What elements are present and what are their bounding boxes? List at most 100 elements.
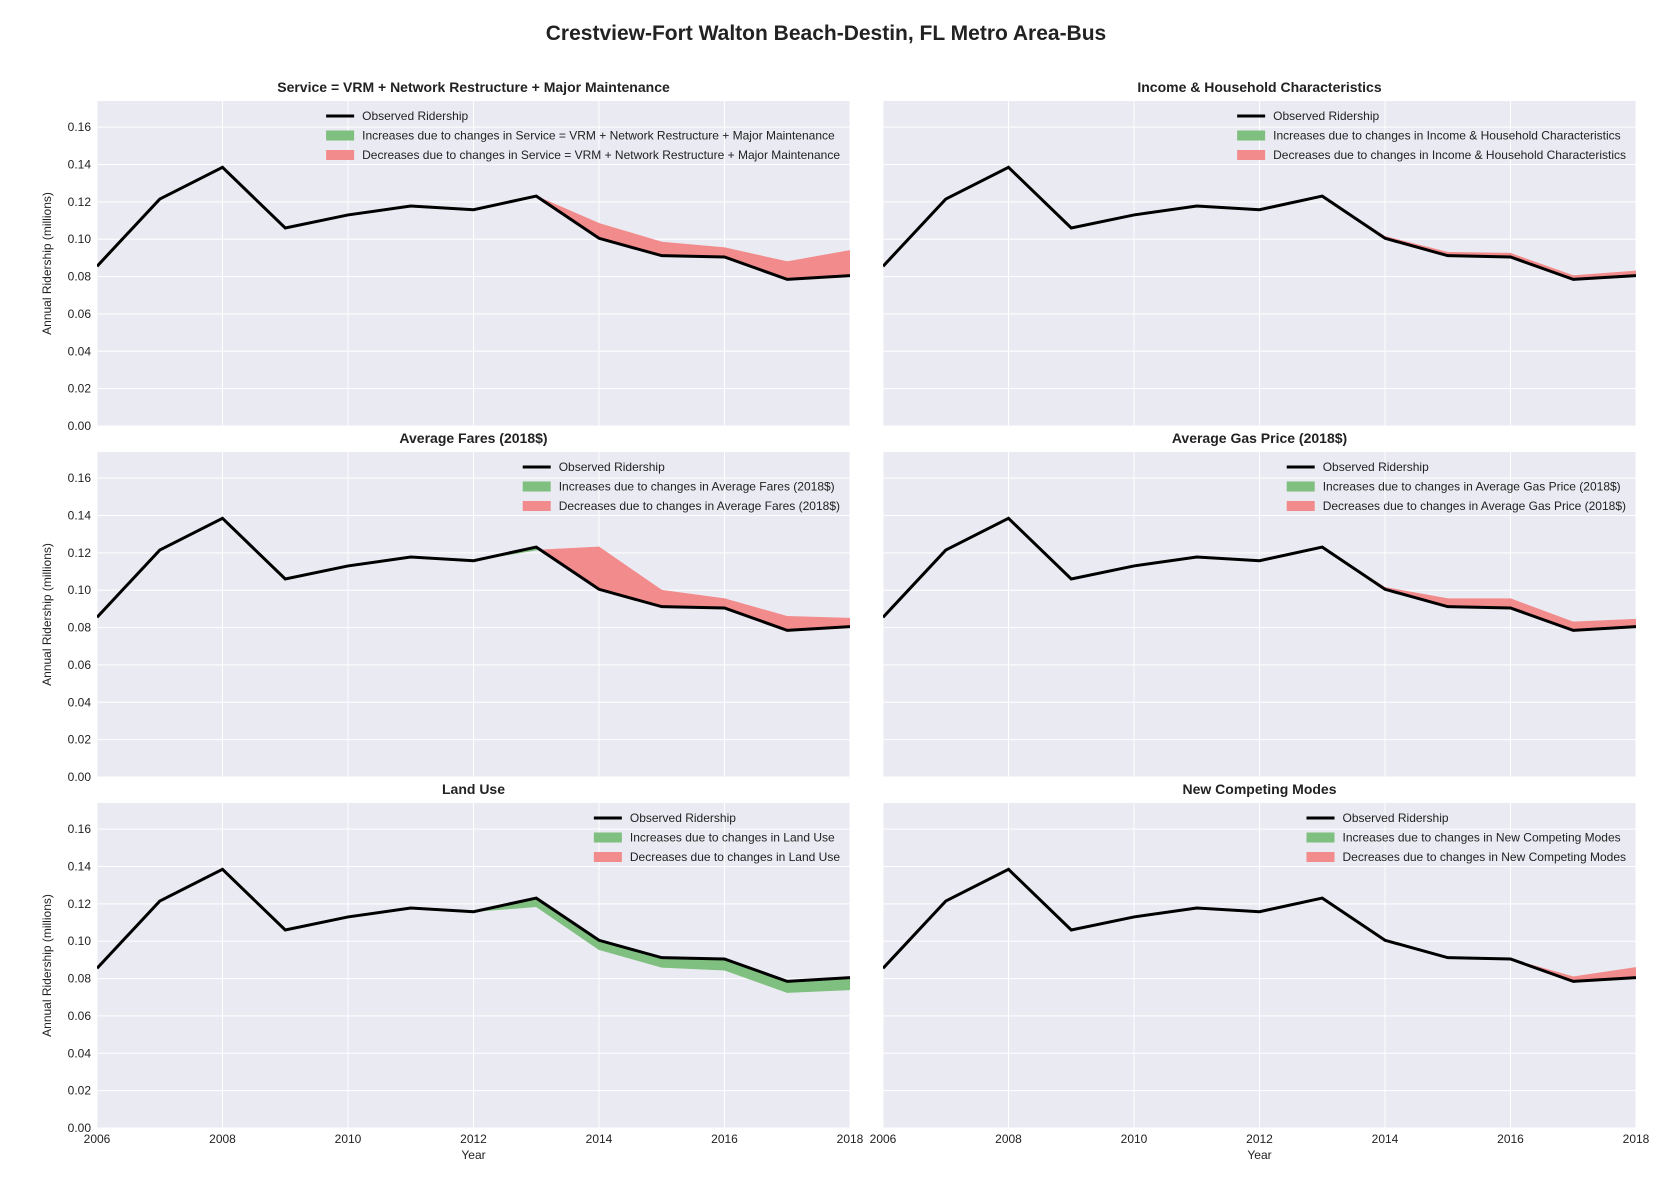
legend-increase-label: Increases due to changes in Service = VR… xyxy=(362,129,835,143)
observed-series xyxy=(97,867,850,983)
observed-series xyxy=(97,516,850,632)
panel-title: Average Gas Price (2018$) xyxy=(1172,430,1347,446)
x-tick-label: 2016 xyxy=(711,1132,738,1146)
legend: Observed Ridership Increases due to chang… xyxy=(1237,109,1626,162)
y-tick-label: 0.08 xyxy=(68,972,92,986)
chart-panel-1: Service = VRM + Network Restructure + Ma… xyxy=(40,79,851,433)
legend-decrease-label: Decreases due to changes in New Competin… xyxy=(1343,850,1627,864)
y-tick-label: 0.04 xyxy=(68,1046,92,1060)
observed-series xyxy=(883,516,1636,632)
panel-title: Service = VRM + Network Restructure + Ma… xyxy=(277,79,670,95)
y-tick-label: 0.02 xyxy=(68,1084,92,1098)
y-tick-label: 0.12 xyxy=(68,546,92,560)
x-tick-label: 2008 xyxy=(995,1132,1022,1146)
y-tick-label: 0.10 xyxy=(68,934,92,948)
legend-increase-label: Increases due to changes in New Competin… xyxy=(1343,831,1621,845)
legend-decrease-handle xyxy=(326,150,355,160)
legend-observed-label: Observed Ridership xyxy=(559,460,665,474)
legend: Observed Ridership Increases due to chang… xyxy=(1286,460,1626,513)
y-axis-label: Annual Ridership (millions) xyxy=(40,894,54,1037)
panel-title: New Competing Modes xyxy=(1182,781,1336,797)
y-tick-label: 0.14 xyxy=(68,158,92,172)
y-tick-label: 0.06 xyxy=(68,658,92,672)
y-tick-label: 0.06 xyxy=(68,1009,92,1023)
x-tick-label: 2006 xyxy=(84,1132,111,1146)
grid xyxy=(882,803,1637,1129)
legend-observed-label: Observed Ridership xyxy=(1273,109,1379,123)
legend-increase-handle xyxy=(593,832,622,843)
legend-decrease-handle xyxy=(1306,852,1335,862)
legend-increase-handle xyxy=(326,130,355,141)
legend-decrease-handle xyxy=(1286,501,1315,511)
y-tick-label: 0.08 xyxy=(68,270,92,284)
legend-observed-label: Observed Ridership xyxy=(630,811,736,825)
y-tick-label: 0.12 xyxy=(68,195,92,209)
chart-panel-6: New Competing Modes 2006 2008 2010 2012 2014 2… xyxy=(870,781,1650,1162)
y-tick-label: 0.16 xyxy=(68,471,92,485)
y-tick-label: 0.16 xyxy=(68,120,92,134)
observed-series xyxy=(97,165,850,281)
y-tick-label: 0.12 xyxy=(68,897,92,911)
y-axis-label: Annual Ridership (millions) xyxy=(40,543,54,686)
chart-panel-5: Land Use 0.00 0.02 0.04 0.06 0.08 0.10 0.12 0.14… xyxy=(40,781,864,1162)
legend-increase-handle xyxy=(1237,130,1266,141)
x-tick-label: 2012 xyxy=(460,1132,487,1146)
figure-title: Crestview-Fort Walton Beach-Destin, FL M… xyxy=(546,22,1106,45)
panel-title: Average Fares (2018$) xyxy=(399,430,547,446)
chart-panel-4: Average Gas Price (2018$) Observed Riders… xyxy=(882,430,1637,778)
x-tick-label: 2006 xyxy=(870,1132,897,1146)
y-tick-label: 0.14 xyxy=(68,509,92,523)
legend-decrease-label: Decreases due to changes in Service = VR… xyxy=(362,148,840,162)
chart-panel-3: Average Fares (2018$) 0.00 0.02 0.04 0.06 0.0… xyxy=(40,430,851,784)
y-tick-label: 0.02 xyxy=(68,382,92,396)
panel-title: Income & Household Characteristics xyxy=(1137,79,1382,95)
x-tick-label: 2014 xyxy=(1372,1132,1399,1146)
legend: Observed Ridership Increases due to chang… xyxy=(1306,811,1627,864)
y-tick-label: 0.10 xyxy=(68,232,92,246)
grid xyxy=(96,803,851,1129)
legend-decrease-label: Decreases due to changes in Average Fare… xyxy=(559,499,840,513)
legend-observed-label: Observed Ridership xyxy=(1323,460,1429,474)
legend-decrease-handle xyxy=(1237,150,1266,160)
panel-title: Land Use xyxy=(442,781,505,797)
grid xyxy=(96,452,851,778)
x-tick-label: 2018 xyxy=(1623,1132,1650,1146)
x-axis-label: Year xyxy=(461,1148,485,1162)
x-tick-label: 2010 xyxy=(335,1132,362,1146)
y-axis-label: Annual Ridership (millions) xyxy=(40,192,54,335)
y-tick-label: 0.04 xyxy=(68,695,92,709)
y-tick-label: 0.04 xyxy=(68,344,92,358)
x-tick-label: 2014 xyxy=(586,1132,613,1146)
legend-increase-handle xyxy=(1306,832,1335,843)
legend-increase-label: Increases due to changes in Average Gas … xyxy=(1323,480,1621,494)
legend-decrease-label: Decreases due to changes in Land Use xyxy=(630,850,840,864)
x-axis-label: Year xyxy=(1247,1148,1271,1162)
legend-increase-label: Increases due to changes in Land Use xyxy=(630,831,835,845)
legend-decrease-label: Decreases due to changes in Income & Hou… xyxy=(1273,148,1626,162)
legend-increase-label: Increases due to changes in Average Fare… xyxy=(559,480,835,494)
x-tick-label: 2008 xyxy=(209,1132,236,1146)
y-tick-label: 0.08 xyxy=(68,621,92,635)
legend: Observed Ridership Increases due to chang… xyxy=(326,109,840,162)
y-tick-label: 0.14 xyxy=(68,860,92,874)
legend-increase-handle xyxy=(1286,481,1315,492)
legend-decrease-handle xyxy=(522,501,551,511)
x-tick-label: 2016 xyxy=(1497,1132,1524,1146)
observed-series xyxy=(883,867,1636,983)
legend-observed-label: Observed Ridership xyxy=(362,109,468,123)
y-tick-label: 0.06 xyxy=(68,307,92,321)
grid xyxy=(882,452,1637,778)
legend-increase-handle xyxy=(522,481,551,492)
x-tick-label: 2012 xyxy=(1246,1132,1273,1146)
grid xyxy=(96,101,851,427)
legend-increase-label: Increases due to changes in Income & Hou… xyxy=(1273,129,1621,143)
y-tick-label: 0.00 xyxy=(68,419,92,433)
y-tick-label: 0.00 xyxy=(68,770,92,784)
grid xyxy=(882,101,1637,427)
y-tick-label: 0.00 xyxy=(68,1121,92,1135)
y-tick-label: 0.10 xyxy=(68,583,92,597)
legend: Observed Ridership Increases due to chang… xyxy=(593,811,840,864)
x-tick-label: 2018 xyxy=(837,1132,864,1146)
y-tick-label: 0.16 xyxy=(68,822,92,836)
